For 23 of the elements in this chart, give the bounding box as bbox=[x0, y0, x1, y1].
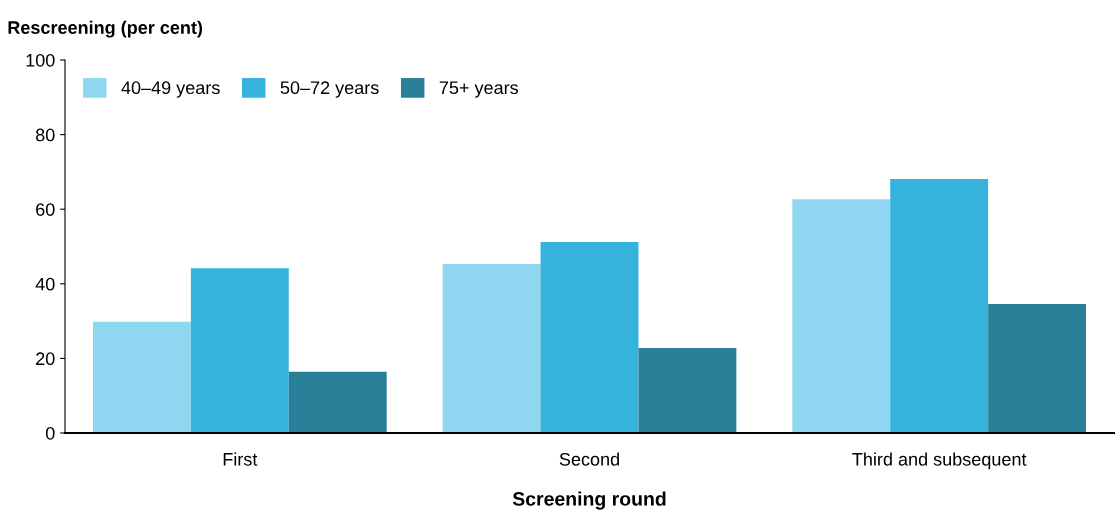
y-tick-label: 40 bbox=[35, 277, 55, 291]
x-tick-label: Third and subsequent bbox=[852, 452, 1027, 470]
legend-label: 40–49 years bbox=[121, 81, 220, 98]
bar bbox=[190, 268, 289, 433]
y-tick-label: 0 bbox=[45, 426, 55, 440]
y-tick-label: 20 bbox=[36, 352, 55, 366]
x-tick-label: First bbox=[223, 452, 258, 466]
y-tick-label: 100 bbox=[26, 53, 55, 67]
x-axis-title: Screening round bbox=[512, 491, 666, 510]
y-tick-label: 60 bbox=[36, 203, 55, 216]
legend-label: 50–72 years bbox=[280, 81, 379, 98]
legend-label: 75+ years bbox=[439, 81, 519, 98]
bar bbox=[638, 347, 737, 433]
bar bbox=[442, 264, 541, 433]
y-tick-label: 80 bbox=[35, 128, 55, 142]
bar bbox=[540, 242, 639, 433]
bar bbox=[988, 303, 1087, 433]
bar bbox=[92, 321, 191, 433]
bar bbox=[890, 178, 989, 433]
bar bbox=[792, 199, 891, 433]
y-axis-title: Rescreening (per cent) bbox=[8, 20, 203, 38]
bar bbox=[288, 371, 387, 433]
x-tick-label: Second bbox=[559, 452, 619, 466]
